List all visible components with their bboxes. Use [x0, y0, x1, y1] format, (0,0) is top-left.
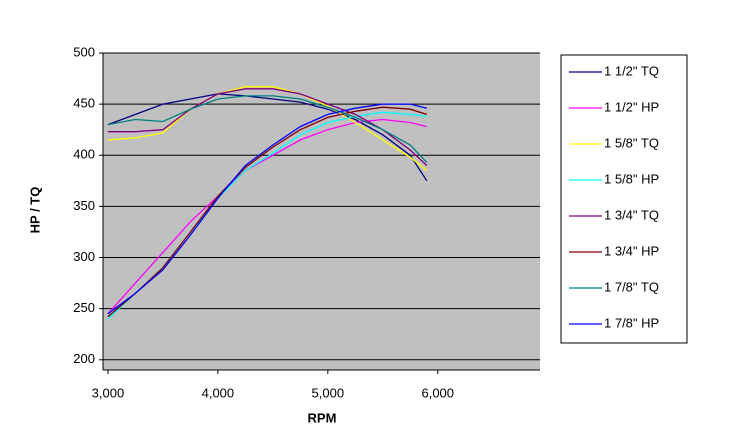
- y-tick-label: 200: [73, 351, 95, 366]
- plot-area: [103, 53, 540, 370]
- legend-box: [560, 54, 688, 344]
- x-axis-title: RPM: [308, 410, 337, 425]
- legend-label: 1 7/8" HP: [604, 315, 659, 330]
- y-tick-label: 350: [73, 198, 95, 213]
- y-axis-title: HP / TQ: [27, 187, 42, 234]
- y-tick-label: 250: [73, 300, 95, 315]
- legend-label: 1 7/8" TQ: [604, 279, 659, 294]
- y-tick-label: 400: [73, 147, 95, 162]
- x-tick-label: 5,000: [312, 385, 345, 400]
- series-line: [107, 103, 427, 315]
- x-tick-label: 3,000: [92, 385, 125, 400]
- legend-label: 1 1/2" TQ: [604, 63, 659, 78]
- series-line: [107, 95, 428, 163]
- legend-label: 1 5/8" HP: [604, 171, 659, 186]
- y-tick-label: 500: [73, 44, 95, 59]
- y-tick-label: 300: [73, 249, 95, 264]
- legend-label: 1 5/8" TQ: [604, 135, 659, 150]
- series-line: [107, 93, 428, 182]
- legend-label: 1 1/2" HP: [604, 99, 659, 114]
- series-line: [107, 86, 428, 172]
- series-line: [107, 106, 427, 318]
- y-tick-label: 450: [73, 96, 95, 111]
- legend-label: 1 3/4" TQ: [604, 207, 659, 222]
- series-line: [107, 118, 427, 315]
- x-tick-label: 6,000: [421, 385, 454, 400]
- x-tick-label: 4,000: [202, 385, 235, 400]
- legend-label: 1 3/4" HP: [604, 243, 659, 258]
